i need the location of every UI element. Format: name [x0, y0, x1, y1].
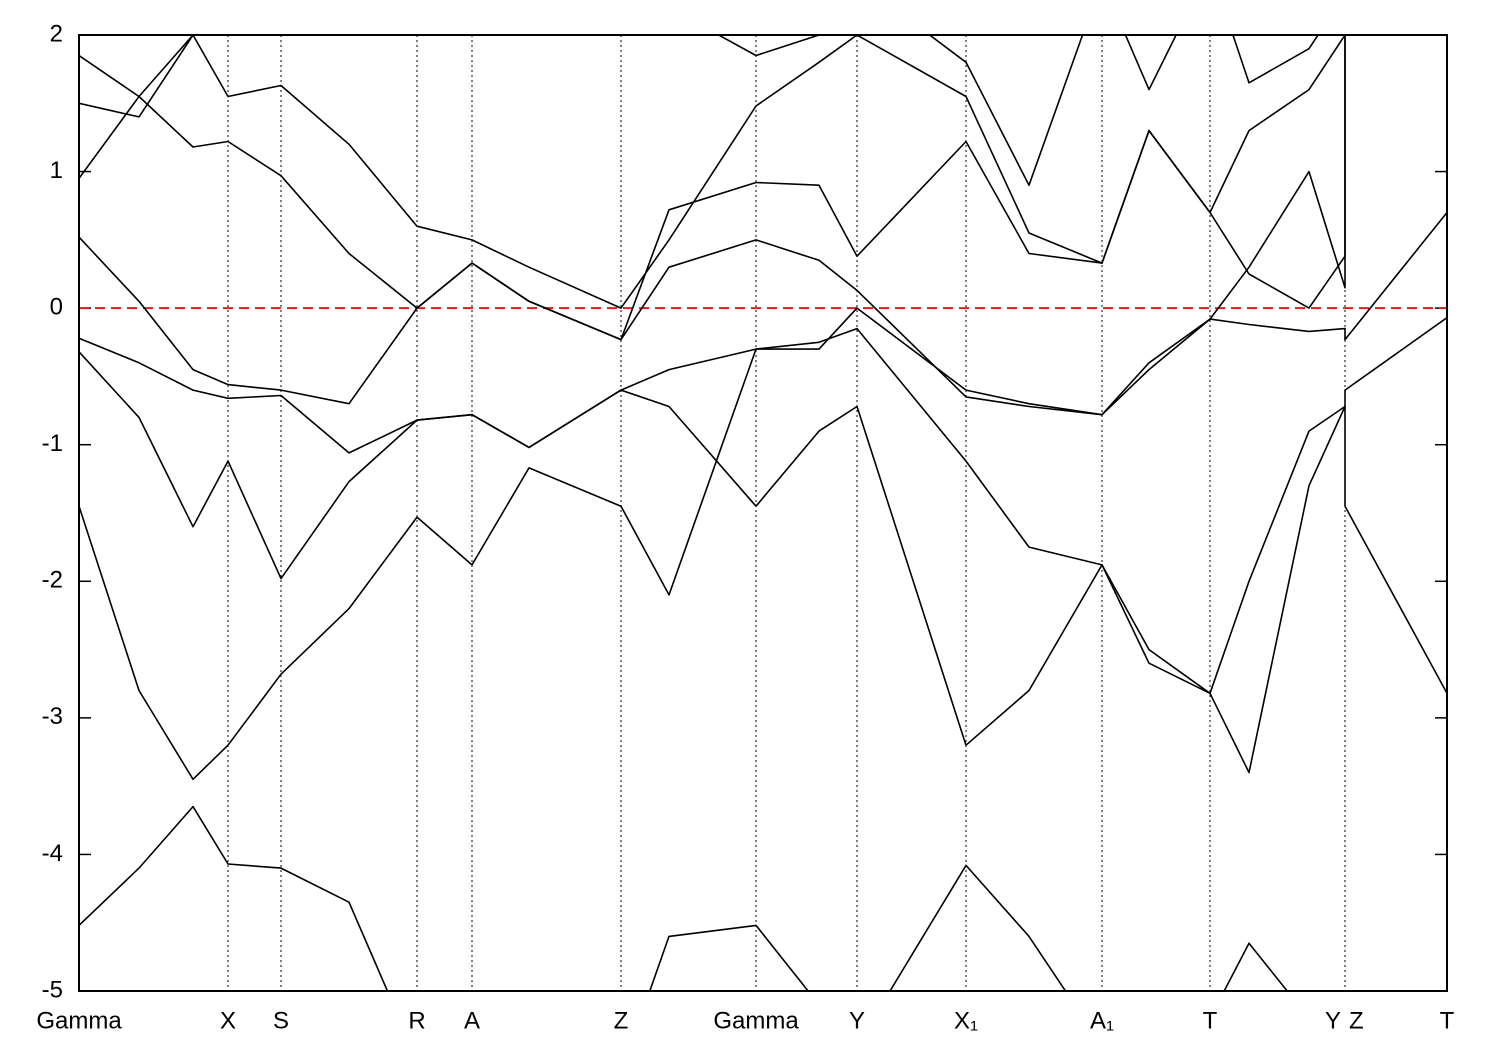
band-line	[79, 35, 1319, 186]
x-tick-label: A	[464, 1007, 480, 1034]
x-tick-label: X	[220, 1007, 236, 1034]
x-tick-label: S	[273, 1007, 289, 1034]
band-line	[79, 805, 1289, 991]
band-line	[79, 211, 1447, 454]
y-tick-label: -2	[42, 567, 63, 594]
plot-area	[79, 35, 1447, 991]
band-line	[79, 327, 1447, 781]
y-tick-label: -3	[42, 703, 63, 730]
band-line	[79, 35, 1346, 309]
band-line	[79, 35, 1346, 416]
x-tick-label: A₁	[1090, 1007, 1114, 1034]
y-tick-label: -1	[42, 430, 63, 457]
x-tick-label: Gamma	[713, 1007, 799, 1034]
x-tick-label: Gamma	[36, 1007, 122, 1034]
y-tick-label: 2	[50, 20, 63, 47]
x-tick-label: Y	[849, 1007, 865, 1034]
band-line	[79, 35, 1346, 341]
y-tick-label: 0	[50, 293, 63, 320]
x-tick-label: Y	[1325, 1007, 1341, 1034]
plot-frame	[78, 34, 1448, 992]
band-line	[79, 317, 1447, 746]
y-tick-label: -5	[42, 976, 63, 1003]
x-tick-label: X₁	[954, 1007, 978, 1034]
x-tick-label: T	[1440, 1007, 1455, 1034]
x-tick-label: T	[1203, 1007, 1218, 1034]
x-tick-label: Z	[614, 1007, 629, 1034]
x-tick-label: R	[408, 1007, 425, 1034]
y-tick-label: -4	[42, 840, 63, 867]
y-tick-label: 1	[50, 157, 63, 184]
x-tick-label: Z	[1349, 1007, 1364, 1034]
